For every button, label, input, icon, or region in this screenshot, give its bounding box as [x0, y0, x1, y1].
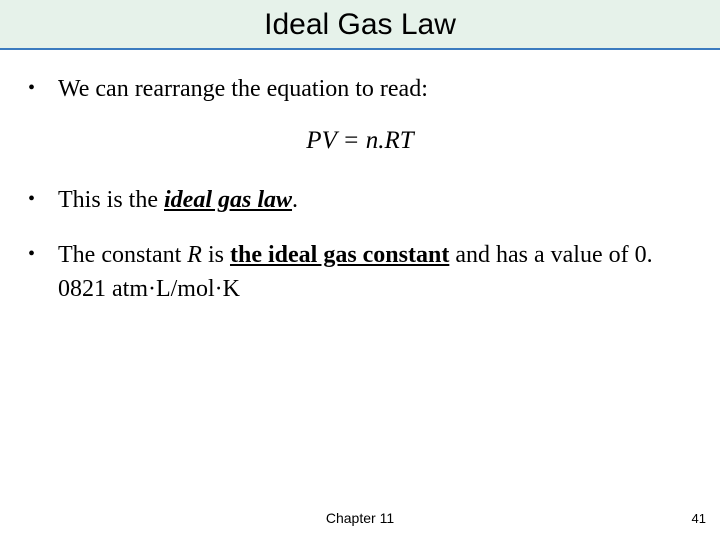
bullet-2-part-a: This is the: [58, 187, 164, 213]
bullet-glyph: •: [28, 238, 58, 269]
footer-page-number: 41: [692, 511, 706, 526]
bullet-2-part-c: .: [292, 187, 298, 213]
bullet-2: • This is the ideal gas law.: [28, 183, 692, 218]
bullet-3-var-r: R: [187, 242, 202, 268]
equation: PV = n.RT: [28, 127, 692, 155]
content-area: • We can rearrange the equation to read:…: [0, 50, 720, 307]
bullet-glyph: •: [28, 183, 58, 214]
bullet-2-text: This is the ideal gas law.: [58, 183, 692, 218]
bullet-1: • We can rearrange the equation to read:: [28, 72, 692, 107]
bullet-glyph: •: [28, 72, 58, 103]
slide-title: Ideal Gas Law: [0, 8, 720, 42]
bullet-2-emphasis: ideal gas law: [164, 187, 292, 213]
bullet-1-text: We can rearrange the equation to read:: [58, 72, 692, 107]
bullet-3-text: The constant R is the ideal gas constant…: [58, 238, 692, 308]
bullet-3: • The constant R is the ideal gas consta…: [28, 238, 692, 308]
bullet-3-part-a: The constant: [58, 242, 187, 268]
title-bar: Ideal Gas Law: [0, 0, 720, 50]
bullet-3-part-c: is: [202, 242, 230, 268]
bullet-3-emphasis: the ideal gas constant: [230, 242, 449, 268]
footer-chapter: Chapter 11: [0, 510, 720, 526]
